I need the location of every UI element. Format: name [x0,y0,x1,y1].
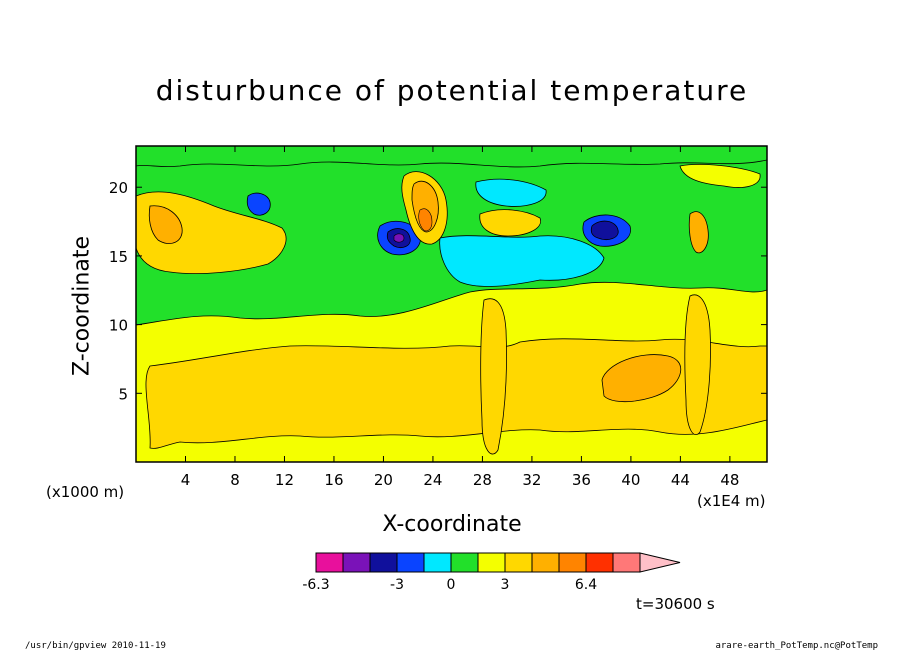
colorbar-swatch [369,552,398,573]
x-tick-label: 48 [720,471,739,489]
y-tick-label: 20 [109,179,128,197]
y-tick-label: 15 [109,248,128,266]
colorbar-tick-label: -3 [390,577,404,593]
x-tick-label: 32 [522,471,541,489]
colorbar-tick-label: 6.4 [575,577,597,593]
x-axis-label: X-coordinate [382,512,522,537]
x-tick-label: 28 [473,471,492,489]
region-gold-column-45 [684,294,711,435]
colorbar-swatch [558,552,587,573]
colorbar-swatch [450,552,479,573]
colorbar-swatch [612,552,641,573]
colorbar-tick-label: 0 [447,577,456,593]
y-axis: 5 10 15 20 [109,179,767,403]
region-purple-core-1 [393,233,405,243]
x-tick-label: 40 [621,471,640,489]
region-gold-band [145,338,767,449]
region-blue-cold-3 [246,192,271,216]
x-tick-label: 16 [324,471,343,489]
x-tick-label: 8 [230,471,240,489]
region-red-core [418,208,433,232]
region-gold-column-28 [480,298,507,455]
colorbar-swatch [477,552,506,573]
x-unit-label: (x1000 m) [46,483,125,501]
region-orange-upper-left [148,205,183,244]
x-tick-label: 36 [572,471,591,489]
y-tick-label: 10 [109,317,128,335]
colorbar-swatch [531,552,560,573]
colorbar-swatch [396,552,425,573]
region-cyan-upper [475,178,547,207]
colorbar-swatch [423,552,452,573]
colorbar-swatch [342,552,371,573]
region-orange-warm [601,354,682,402]
region-gold-right-upper [479,209,541,237]
contour-field [136,146,767,462]
colorbar-swatch [315,552,344,573]
plot-frame [135,145,768,463]
x-tick-label: 44 [671,471,690,489]
y-tick-label: 5 [118,385,128,403]
x-tick-label: 20 [374,471,393,489]
colorbar: -6.3 -3 0 3 6.4 [302,552,681,593]
x-scale-label: (x1E4 m) [697,492,766,510]
region-gold-upper-left [136,191,287,274]
region-cyan-trough [439,235,605,287]
colorbar-swatch [585,552,614,573]
x-tick-label: 4 [181,471,191,489]
colorbar-arrow [639,552,681,573]
region-orange-upper-right [688,211,709,254]
footer-program-date: /usr/bin/gpview 2010-11-19 [25,641,166,651]
colorbar-tick-label: -6.3 [302,577,329,593]
region-green-left-top [136,146,767,168]
time-label: t=30600 s [636,595,715,613]
x-tick-label: 24 [423,471,442,489]
footer-source-file: arare-earth_PotTemp.nc@PotTemp [715,641,878,651]
region-navy-cold-2 [590,220,619,240]
colorbar-swatch [504,552,533,573]
chart-title: disturbunce of potential temperature [155,74,749,107]
x-axis: 4 8 12 16 20 24 28 32 36 40 44 48 [181,146,739,489]
x-tick-label: 12 [275,471,294,489]
region-yellow-streak [679,164,761,188]
colorbar-tick-label: 3 [501,577,510,593]
y-axis-label: Z-coordinate [69,236,95,376]
